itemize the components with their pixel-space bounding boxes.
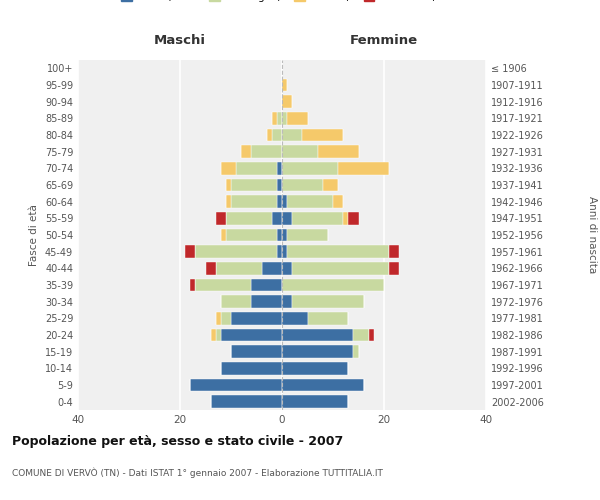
Bar [282, 296, 292, 308]
Bar [272, 112, 277, 124]
Bar [221, 329, 282, 341]
Text: Popolazione per età, sesso e stato civile - 2007: Popolazione per età, sesso e stato civil… [12, 435, 343, 448]
Bar [287, 229, 328, 241]
Bar [282, 96, 292, 108]
Bar [282, 396, 349, 408]
Bar [282, 229, 287, 241]
Bar [226, 212, 272, 224]
Bar [221, 362, 282, 374]
Bar [349, 212, 359, 224]
Bar [292, 212, 343, 224]
Bar [226, 179, 231, 192]
Bar [302, 129, 343, 141]
Bar [221, 229, 226, 241]
Bar [282, 162, 338, 174]
Bar [196, 246, 277, 258]
Bar [262, 262, 282, 274]
Bar [389, 262, 400, 274]
Bar [287, 246, 389, 258]
Bar [282, 329, 353, 341]
Bar [292, 262, 389, 274]
Bar [231, 196, 277, 208]
Bar [231, 179, 277, 192]
Bar [216, 212, 226, 224]
Bar [369, 329, 374, 341]
Bar [272, 129, 282, 141]
Bar [318, 146, 359, 158]
Text: Femmine: Femmine [350, 34, 418, 46]
Bar [211, 329, 216, 341]
Bar [282, 212, 292, 224]
Bar [353, 346, 359, 358]
Bar [338, 162, 389, 174]
Legend: Celibi/Nubili, Coniugati/e, Vedovi/e, Divorziati/e: Celibi/Nubili, Coniugati/e, Vedovi/e, Di… [117, 0, 447, 6]
Bar [282, 379, 364, 391]
Bar [282, 279, 384, 291]
Bar [277, 112, 282, 124]
Bar [190, 379, 282, 391]
Bar [282, 312, 308, 324]
Y-axis label: Fasce di età: Fasce di età [29, 204, 39, 266]
Bar [251, 146, 282, 158]
Bar [323, 179, 338, 192]
Bar [216, 262, 262, 274]
Bar [282, 146, 318, 158]
Bar [292, 296, 364, 308]
Bar [277, 162, 282, 174]
Bar [196, 279, 251, 291]
Text: COMUNE DI VERVÒ (TN) - Dati ISTAT 1° gennaio 2007 - Elaborazione TUTTITALIA.IT: COMUNE DI VERVÒ (TN) - Dati ISTAT 1° gen… [12, 468, 383, 478]
Bar [216, 312, 221, 324]
Bar [353, 329, 369, 341]
Bar [277, 229, 282, 241]
Bar [282, 79, 287, 92]
Bar [282, 196, 287, 208]
Bar [211, 396, 282, 408]
Bar [251, 296, 282, 308]
Bar [282, 179, 323, 192]
Bar [333, 196, 343, 208]
Bar [251, 279, 282, 291]
Bar [277, 179, 282, 192]
Bar [389, 246, 400, 258]
Bar [236, 162, 277, 174]
Bar [308, 312, 349, 324]
Text: Anni di nascita: Anni di nascita [587, 196, 597, 274]
Bar [287, 112, 308, 124]
Bar [231, 312, 282, 324]
Text: Maschi: Maschi [154, 34, 206, 46]
Bar [282, 362, 349, 374]
Bar [226, 196, 231, 208]
Bar [221, 296, 251, 308]
Bar [272, 212, 282, 224]
Bar [282, 129, 302, 141]
Bar [282, 262, 292, 274]
Bar [277, 246, 282, 258]
Bar [287, 196, 333, 208]
Bar [277, 196, 282, 208]
Bar [282, 112, 287, 124]
Bar [221, 312, 231, 324]
Bar [206, 262, 216, 274]
Bar [216, 329, 221, 341]
Bar [267, 129, 272, 141]
Bar [226, 229, 277, 241]
Bar [343, 212, 349, 224]
Bar [221, 162, 236, 174]
Bar [190, 279, 196, 291]
Bar [241, 146, 251, 158]
Bar [185, 246, 196, 258]
Bar [282, 346, 353, 358]
Bar [282, 246, 287, 258]
Bar [231, 346, 282, 358]
